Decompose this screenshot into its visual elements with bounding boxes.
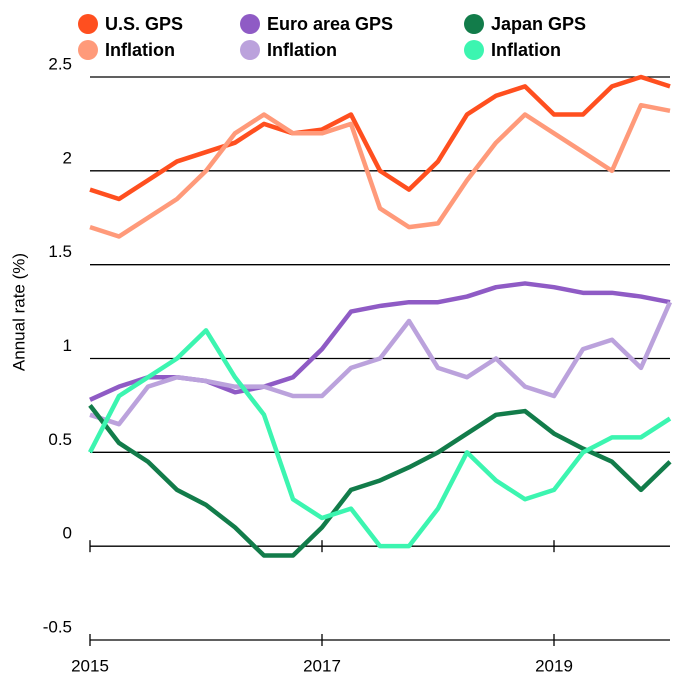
line bbox=[88, 404, 672, 558]
legend-marker bbox=[240, 40, 260, 60]
y-axis-label: Annual rate (%) bbox=[9, 253, 28, 371]
legend-marker bbox=[464, 40, 484, 60]
x-tick-label: 2015 bbox=[71, 656, 109, 675]
legend-marker bbox=[240, 14, 260, 34]
legend-marker bbox=[78, 40, 98, 60]
y-tick-label: 2 bbox=[63, 148, 72, 167]
y-tick-label: -0.5 bbox=[43, 617, 72, 636]
line bbox=[89, 74, 671, 202]
legend-text: U.S. GPS bbox=[105, 14, 183, 34]
y-tick-label: 1.5 bbox=[48, 242, 72, 261]
x-tick-label: 2017 bbox=[303, 656, 341, 675]
y-tick-label: 2.5 bbox=[48, 54, 72, 73]
x-tick-label: 2019 bbox=[535, 656, 573, 675]
legend-text: Japan GPS bbox=[491, 14, 586, 34]
line bbox=[89, 301, 673, 427]
legend-text: Inflation bbox=[267, 40, 337, 60]
line bbox=[89, 281, 671, 402]
line bbox=[87, 328, 672, 549]
y-tick-label: 0 bbox=[63, 524, 72, 543]
y-tick-label: 1 bbox=[63, 336, 72, 355]
legend-marker bbox=[464, 14, 484, 34]
line bbox=[89, 102, 671, 239]
legend-text: Inflation bbox=[105, 40, 175, 60]
y-tick-label: 0.5 bbox=[48, 430, 72, 449]
legend-marker bbox=[78, 14, 98, 34]
legend-text: Inflation bbox=[491, 40, 561, 60]
legend-text: Euro area GPS bbox=[267, 14, 393, 34]
